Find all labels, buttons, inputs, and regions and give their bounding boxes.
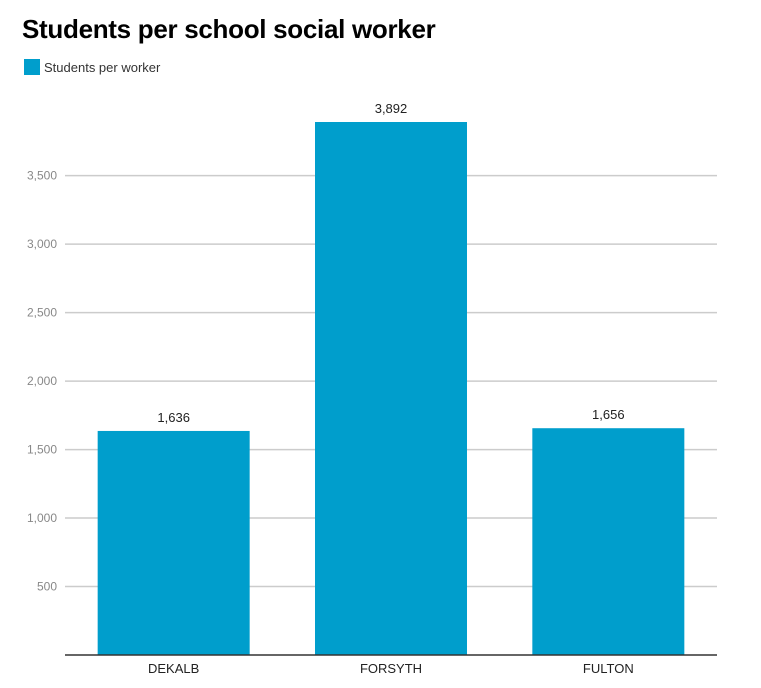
- bar: [315, 122, 467, 655]
- bar: [532, 428, 685, 655]
- chart-title: Students per school social worker: [22, 14, 436, 44]
- x-tick-label: DEKALB: [148, 661, 199, 676]
- data-label: 1,636: [157, 410, 190, 425]
- x-tick-label: FORSYTH: [360, 661, 422, 676]
- data-label: 3,892: [375, 101, 408, 116]
- legend: Students per worker: [24, 59, 160, 75]
- legend-swatch: [24, 59, 40, 75]
- y-tick-label: 1,000: [27, 511, 57, 525]
- y-tick-label: 500: [37, 580, 57, 594]
- legend-label: Students per worker: [44, 59, 161, 75]
- y-tick-label: 1,500: [27, 443, 57, 457]
- bar: [97, 430, 250, 655]
- x-tick-label: FULTON: [583, 661, 634, 676]
- y-tick-label: 2,500: [27, 306, 57, 320]
- y-tick-label: 3,500: [27, 169, 57, 183]
- y-tick-label: 3,000: [27, 237, 57, 251]
- y-tick-label: 2,000: [27, 374, 57, 388]
- data-label: 1,656: [592, 407, 625, 422]
